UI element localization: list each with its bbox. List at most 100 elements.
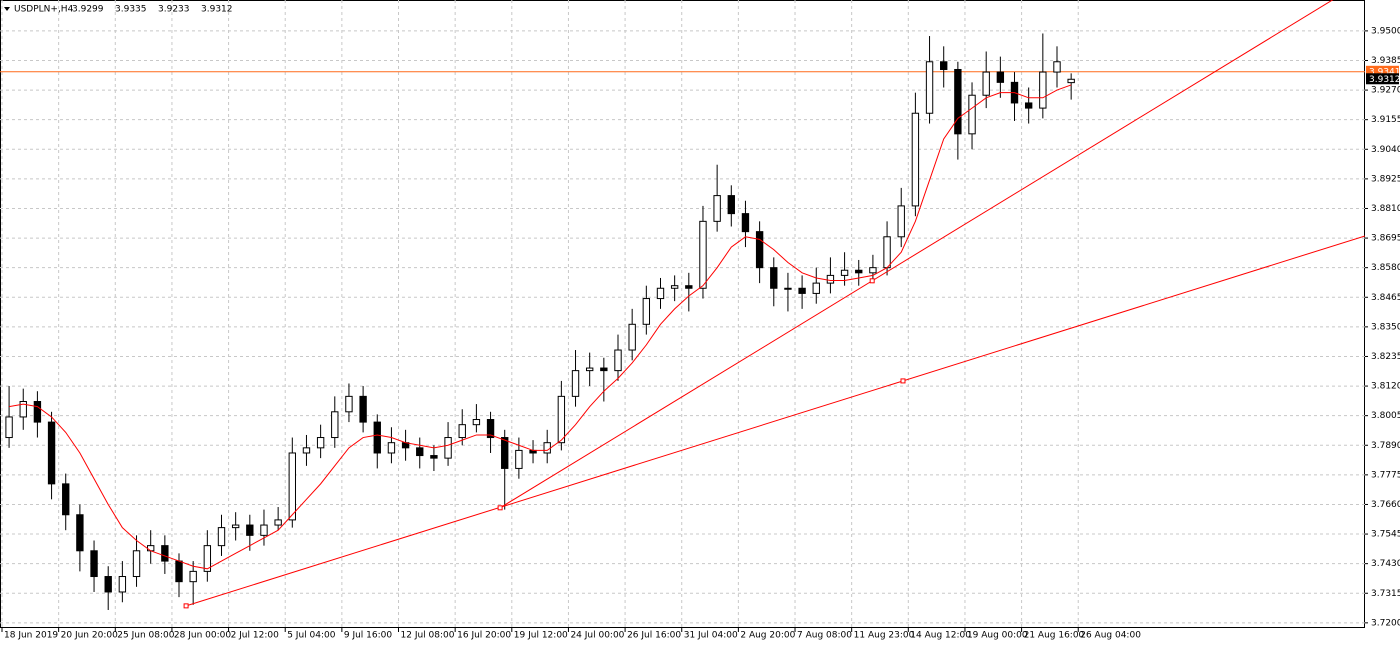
candle-body [316,437,325,449]
candle-body [911,112,920,207]
candle-body [557,395,566,444]
y-tick-label: 3.7430 [1371,559,1400,569]
candle-body [600,367,608,372]
x-tick-label: 25 Jun 08:00 [117,631,174,641]
candle-body [444,437,452,459]
y-tick-label: 3.7660 [1371,500,1400,510]
candle-body [501,437,509,469]
y-tick-label: 3.7200 [1371,618,1400,628]
candle-body [147,545,155,552]
header-high: 3.9335 [115,5,147,15]
y-tick-label: 3.8580 [1371,263,1400,273]
candle-body [345,395,353,413]
candle-body [458,424,466,439]
trendline-anchor [869,278,875,284]
candle-body [217,527,226,547]
x-tick-label: 21 Aug 16:00 [1024,631,1085,641]
candle-body [274,519,282,526]
candle-body [1053,61,1061,73]
y-tick-label: 3.9270 [1371,86,1400,96]
candle-body [628,323,636,351]
candle-body [416,447,424,457]
candle-body [1039,71,1047,109]
x-tick-label: 28 Jun 00:00 [174,631,231,641]
candle-body [373,421,381,454]
trendline [499,0,1334,509]
candle-body [869,267,877,274]
candle-body [798,287,806,294]
candle-body [713,195,721,222]
candle-body [897,205,905,238]
x-tick-label: 12 Jul 08:00 [401,631,455,641]
y-tick-label: 3.8120 [1371,382,1400,392]
x-tick-label: 16 Jul 20:00 [457,631,511,641]
candle-body [5,416,13,439]
axes: 3.7200 3.7315 3.7430 3.7545 3.7660 3.7775 3.78… [1,26,1400,641]
x-tick-label: 26 Aug 04:00 [1080,631,1141,641]
candle-body [685,285,693,289]
candle-body [359,395,367,423]
candle-body [331,411,339,439]
header-close: 3.9312 [201,5,233,15]
candle-body [1024,102,1033,109]
plot-frame [0,0,1365,628]
y-tick-label: 3.9155 [1371,115,1400,125]
candle-body [260,524,268,536]
candle-body [968,94,976,135]
candle-body [189,570,197,583]
bid-price-box [1366,73,1399,85]
candle-body [784,287,792,290]
y-tick-label: 3.8350 [1371,322,1400,332]
x-tick-label: 14 Aug 12:00 [910,631,971,641]
x-tick-label: 20 Jun 20:00 [61,631,118,641]
x-tick-label: 24 Jul 00:00 [570,631,624,641]
y-tick-label: 3.8810 [1371,204,1400,214]
header-low: 3.9233 [158,5,190,15]
candle-body [76,514,84,552]
candle-body [132,550,141,578]
x-tick-label: 2 Jul 12:00 [231,631,280,641]
candle-body [826,274,835,284]
candle-body [1067,78,1075,84]
candle-body [62,483,70,516]
candle-body [430,455,438,459]
x-tick-label: 31 Jul 04:00 [684,631,738,641]
candle-body [840,269,849,276]
candle-body [543,442,551,454]
candle-body [755,231,764,269]
trendline-anchor [900,378,906,384]
y-tick-label: 3.7775 [1371,470,1400,480]
menu-arrow[interactable] [4,7,10,11]
y-tick-label: 3.9385 [1371,56,1400,66]
x-tick-label: 19 Aug 00:00 [967,631,1028,641]
candle-body [118,576,127,593]
x-tick-label: 19 Jul 12:00 [514,631,568,641]
level-price-box [1366,65,1399,77]
candle-body [727,195,735,215]
candle-body [33,401,42,423]
candle-body [940,61,948,70]
candle-body [996,71,1005,83]
candle-body [472,419,481,426]
y-tick-label: 3.8465 [1371,293,1400,303]
candle-body [954,68,962,135]
candle-body [288,452,296,521]
y-tick-label: 3.7545 [1371,530,1400,540]
plot-area [0,0,1365,610]
candle-body [231,524,240,529]
x-tick-label: 5 Jul 04:00 [287,631,336,641]
candle-body [982,71,990,96]
candle-body [515,449,523,469]
candle-body [670,285,679,289]
header-open: 3.9299 [72,5,104,15]
y-tick-label: 3.9040 [1371,145,1400,155]
y-tick-label: 3.7890 [1371,441,1400,451]
y-tick-label: 3.7315 [1371,589,1400,599]
candle-body [47,421,56,485]
y-tick-label: 3.8925 [1371,174,1400,184]
trendline-anchor [497,505,503,511]
candle-body [161,545,169,562]
candle-body [486,419,495,439]
